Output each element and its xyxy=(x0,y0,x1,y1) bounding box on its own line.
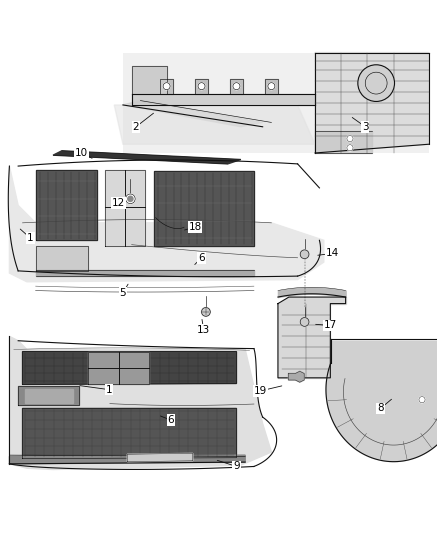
Text: 8: 8 xyxy=(377,403,384,414)
Polygon shape xyxy=(315,131,372,153)
Text: 12: 12 xyxy=(112,198,125,208)
Circle shape xyxy=(201,308,210,316)
Circle shape xyxy=(347,135,353,142)
Polygon shape xyxy=(278,297,346,378)
Circle shape xyxy=(163,83,170,90)
Polygon shape xyxy=(132,66,166,94)
Polygon shape xyxy=(288,372,304,382)
Circle shape xyxy=(268,83,275,90)
Polygon shape xyxy=(53,151,241,164)
Polygon shape xyxy=(18,386,79,405)
Polygon shape xyxy=(315,53,428,153)
Polygon shape xyxy=(10,455,245,464)
Polygon shape xyxy=(127,454,193,462)
Polygon shape xyxy=(114,105,315,144)
Polygon shape xyxy=(35,171,97,240)
Circle shape xyxy=(419,397,425,403)
Circle shape xyxy=(128,196,133,201)
Circle shape xyxy=(347,144,353,151)
Polygon shape xyxy=(10,166,324,282)
Text: 6: 6 xyxy=(198,253,205,263)
Polygon shape xyxy=(35,270,254,276)
Polygon shape xyxy=(10,336,272,470)
Text: 17: 17 xyxy=(324,320,337,330)
Circle shape xyxy=(300,250,309,259)
Text: 14: 14 xyxy=(326,248,339,259)
Polygon shape xyxy=(22,352,237,384)
Circle shape xyxy=(300,318,309,326)
Text: 2: 2 xyxy=(133,122,139,132)
Text: 9: 9 xyxy=(233,462,240,472)
Polygon shape xyxy=(88,352,149,384)
Circle shape xyxy=(358,65,395,101)
FancyBboxPatch shape xyxy=(123,53,428,153)
Polygon shape xyxy=(106,171,145,246)
Polygon shape xyxy=(22,408,237,458)
Polygon shape xyxy=(326,341,438,462)
Text: 1: 1 xyxy=(106,385,112,394)
Text: 5: 5 xyxy=(120,288,126,298)
Text: 3: 3 xyxy=(362,122,369,132)
Circle shape xyxy=(198,83,205,90)
Text: 6: 6 xyxy=(168,415,174,425)
Polygon shape xyxy=(123,101,263,127)
Polygon shape xyxy=(153,171,254,246)
Circle shape xyxy=(126,194,135,204)
Text: 13: 13 xyxy=(197,325,210,335)
Text: 1: 1 xyxy=(27,233,34,243)
Text: 10: 10 xyxy=(75,148,88,158)
Text: 19: 19 xyxy=(254,386,267,396)
Polygon shape xyxy=(25,389,73,403)
Circle shape xyxy=(233,83,240,90)
Polygon shape xyxy=(35,246,88,271)
Text: 18: 18 xyxy=(188,222,201,232)
